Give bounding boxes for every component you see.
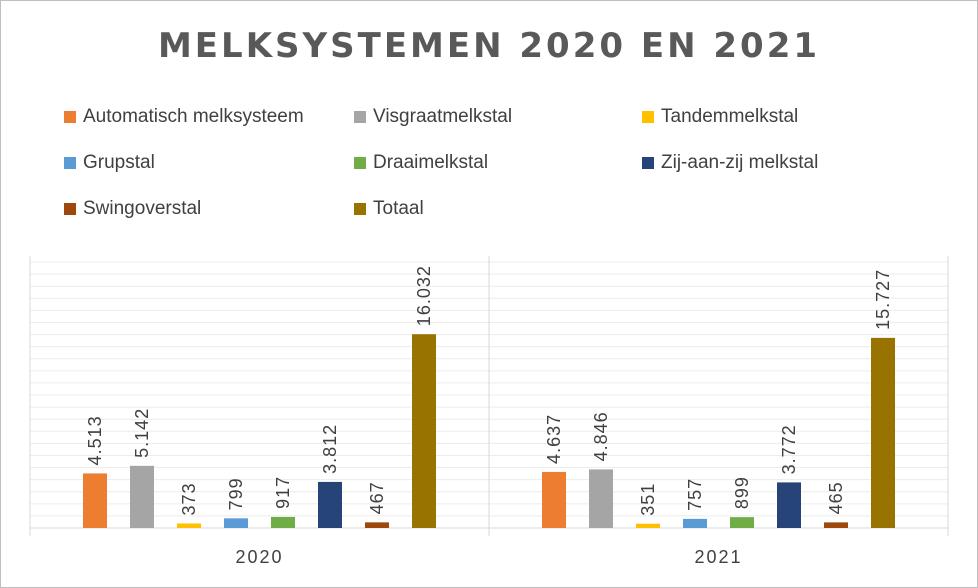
bar — [683, 518, 707, 528]
legend-swatch — [64, 203, 76, 215]
legend-item-totaal: Totaal — [354, 198, 424, 220]
legend-swatch — [354, 203, 366, 215]
legend-swatch — [642, 157, 654, 169]
data-label: 917 — [273, 476, 293, 509]
legend-label: Swingoverstal — [83, 198, 202, 219]
category-label: 2020 — [235, 547, 283, 567]
legend-item-grupstal: Grupstal — [64, 152, 155, 174]
category-label: 2021 — [694, 547, 742, 567]
data-label: 5.142 — [132, 408, 152, 458]
legend-item-zij-aan-zij-melkstal: Zij-aan-zij melkstal — [642, 152, 818, 174]
data-label: 757 — [685, 478, 705, 511]
data-label: 899 — [732, 476, 752, 509]
bar — [318, 481, 342, 528]
bar — [365, 522, 389, 528]
legend-label: Zij-aan-zij melkstal — [661, 152, 819, 173]
legend-item-tandemmelkstal: Tandemmelkstal — [642, 106, 798, 128]
legend-swatch — [64, 111, 76, 123]
legend-label: Draaimelkstal — [373, 152, 489, 173]
bar — [824, 522, 848, 528]
bar — [83, 473, 107, 528]
bar — [271, 516, 295, 528]
legend-label: Visgraatmelkstal — [373, 106, 513, 127]
legend-label: Automatisch melksysteem — [83, 106, 304, 127]
data-label: 4.513 — [85, 415, 105, 465]
bar — [636, 523, 660, 528]
bar — [542, 471, 566, 528]
bar — [589, 469, 613, 528]
legend-label: Tandemmelkstal — [661, 106, 799, 127]
legend-swatch — [354, 111, 366, 123]
legend-label: Grupstal — [83, 152, 155, 173]
bar — [177, 523, 201, 528]
bar — [412, 334, 436, 528]
data-label: 799 — [226, 477, 246, 510]
data-label: 16.032 — [414, 265, 434, 326]
data-label: 4.846 — [591, 411, 611, 461]
legend-swatch — [64, 157, 76, 169]
legend-item-visgraatmelkstal: Visgraatmelkstal — [354, 106, 512, 128]
bar — [224, 518, 248, 528]
bar — [730, 517, 754, 528]
data-label: 467 — [367, 481, 387, 514]
legend-swatch — [642, 111, 654, 123]
bar — [130, 465, 154, 528]
data-label: 15.727 — [873, 269, 893, 330]
legend-item-swingoverstal: Swingoverstal — [64, 198, 201, 220]
legend-item-draaimelkstal: Draaimelkstal — [354, 152, 488, 174]
bar — [871, 337, 895, 528]
legend-swatch — [354, 157, 366, 169]
data-label: 3.772 — [779, 424, 799, 474]
data-label: 465 — [826, 481, 846, 514]
bar — [777, 482, 801, 528]
data-label: 373 — [179, 482, 199, 515]
data-label: 351 — [638, 483, 658, 516]
legend-label: Totaal — [373, 198, 424, 219]
data-label: 4.637 — [544, 414, 564, 464]
legend-item-automatisch-melksysteem: Automatisch melksysteem — [64, 106, 304, 128]
data-label: 3.812 — [320, 424, 340, 474]
chart-title: MELKSYSTEMEN 2020 EN 2021 — [157, 26, 821, 66]
